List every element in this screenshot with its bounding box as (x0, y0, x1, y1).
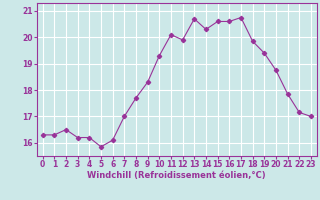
X-axis label: Windchill (Refroidissement éolien,°C): Windchill (Refroidissement éolien,°C) (87, 171, 266, 180)
